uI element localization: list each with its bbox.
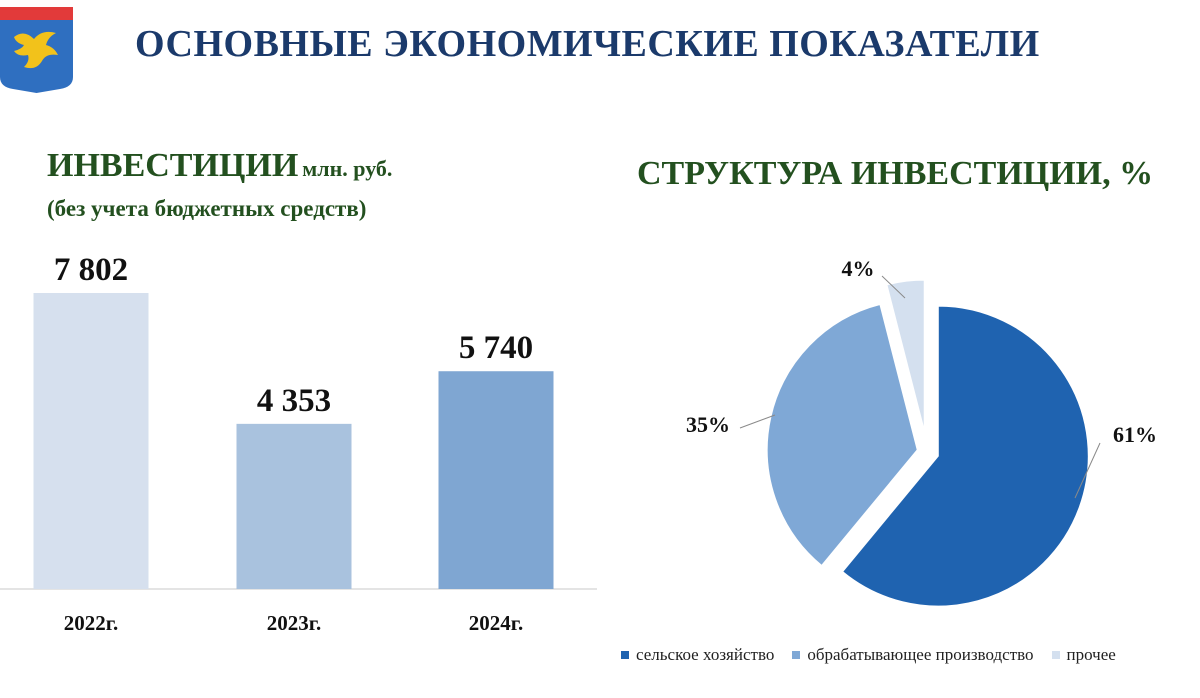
- page-title: ОСНОВНЫЕ ЭКОНОМИЧЕСКИЕ ПОКАЗАТЕЛИ: [135, 23, 1040, 65]
- legend-item-1: обрабатывающее производство: [792, 645, 1034, 665]
- bar-category-label-2: 2024г.: [469, 611, 523, 635]
- pie-leader-line-1: [739, 414, 776, 429]
- legend-item-2: прочее: [1051, 645, 1116, 665]
- pie-slice-0: [841, 305, 1089, 607]
- bar-chart-title: ИНВЕСТИЦИИ: [47, 147, 299, 184]
- pie-slice-1: [766, 303, 918, 567]
- legend-swatch-2: [1051, 651, 1060, 659]
- bar-value-label-0: 7 802: [54, 252, 128, 288]
- pie-legend: сельское хозяйство обрабатывающее произво…: [621, 645, 1116, 665]
- legend-swatch-1: [792, 651, 801, 659]
- pie-value-label-0: 61%: [1113, 422, 1157, 447]
- bar-1: [236, 423, 352, 589]
- bar-0: [33, 293, 149, 589]
- bar-chart-unit: млн. руб.: [302, 156, 393, 181]
- pie-chart-title: СТРУКТУРА ИНВЕСТИЦИИ, %: [637, 155, 1154, 192]
- bar-2: [438, 371, 554, 589]
- bar-category-label-1: 2023г.: [267, 611, 321, 635]
- legend-label-1: обрабатывающее производство: [807, 645, 1034, 664]
- coat-of-arms-icon: [0, 7, 73, 93]
- bar-value-label-1: 4 353: [257, 383, 331, 419]
- bar-chart-subtitle: (без учета бюджетных средств): [47, 196, 367, 221]
- legend-item-0: сельское хозяйство: [621, 645, 774, 665]
- pie-leader-line-2: [881, 275, 906, 299]
- pie-value-label-2: 4%: [842, 256, 875, 281]
- bar-category-label-0: 2022г.: [64, 611, 118, 635]
- bar-value-label-2: 5 740: [459, 330, 533, 366]
- pie-leader-line-0: [1074, 442, 1101, 499]
- pie-slice-2: [886, 279, 925, 431]
- legend-label-2: прочее: [1066, 645, 1116, 664]
- legend-label-0: сельское хозяйство: [636, 645, 775, 664]
- pie-value-label-1: 35%: [686, 412, 730, 437]
- legend-swatch-0: [621, 651, 629, 659]
- bar-chart-title-block: ИНВЕСТИЦИИ млн. руб. (без учета бюджетны…: [47, 145, 392, 225]
